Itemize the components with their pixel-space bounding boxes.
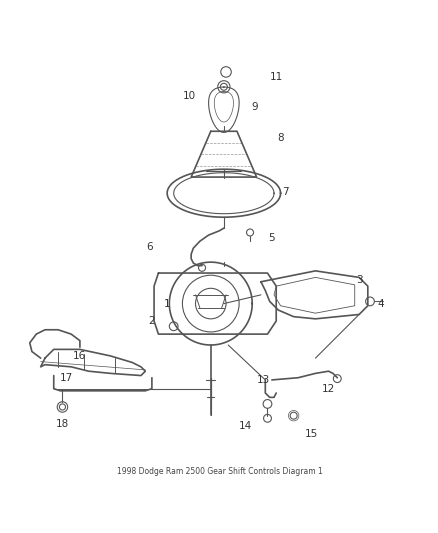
Text: 1: 1 [163, 298, 170, 309]
Text: 14: 14 [239, 421, 252, 431]
Text: 8: 8 [277, 133, 283, 143]
Text: 10: 10 [182, 91, 195, 101]
Text: 15: 15 [304, 430, 317, 439]
Text: 11: 11 [269, 72, 282, 82]
Text: 2: 2 [148, 316, 155, 326]
Text: 1998 Dodge Ram 2500 Gear Shift Controls Diagram 1: 1998 Dodge Ram 2500 Gear Shift Controls … [117, 467, 321, 476]
Text: 7: 7 [281, 187, 288, 197]
Text: 5: 5 [268, 233, 275, 243]
Text: 3: 3 [355, 274, 362, 285]
Text: 13: 13 [256, 375, 269, 385]
Text: 12: 12 [321, 384, 335, 394]
Text: 18: 18 [56, 418, 69, 429]
Text: 9: 9 [251, 102, 257, 112]
Text: 17: 17 [60, 373, 73, 383]
Text: 4: 4 [377, 298, 383, 309]
Text: 6: 6 [146, 242, 153, 252]
Text: 16: 16 [73, 351, 86, 361]
